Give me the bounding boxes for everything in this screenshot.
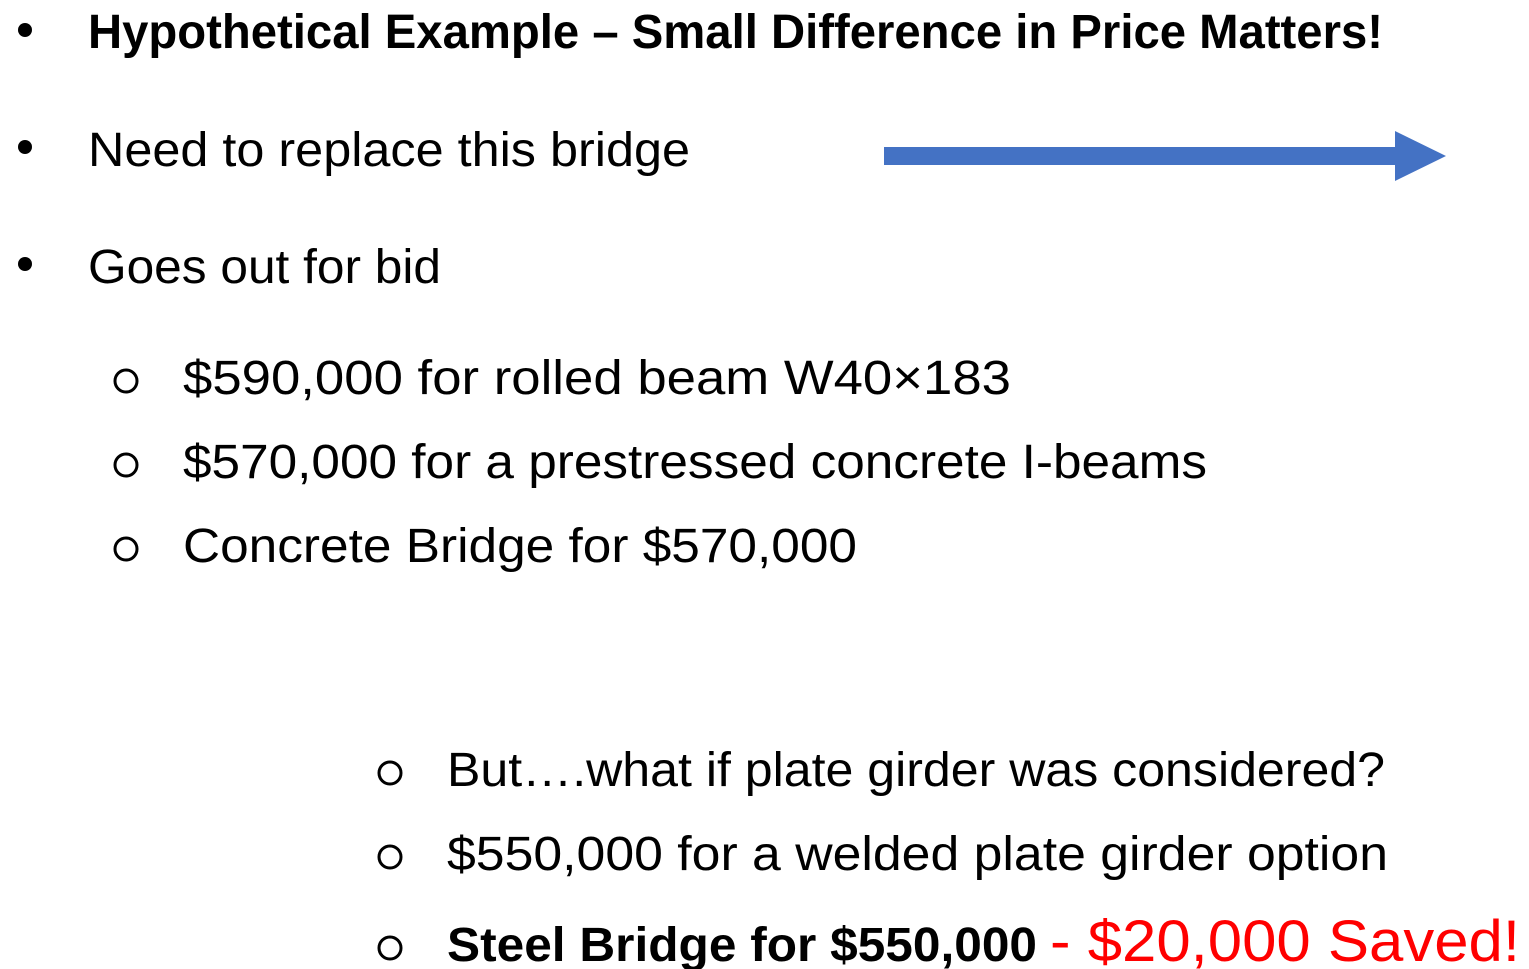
arrow: [884, 131, 1446, 181]
bullet-dot: [18, 23, 32, 37]
sub-bullet: [113, 368, 139, 394]
bid-option: $590,000 for rolled beam W40×183: [183, 352, 1011, 405]
alternative: But….what if plate girder was considered…: [447, 744, 1385, 797]
savings: - $20,000 Saved!: [1050, 909, 1520, 969]
sub-bullet: [113, 536, 139, 562]
bid-option: $570,000 for a prestressed concrete I-be…: [183, 436, 1207, 489]
bullet-text: Goes out for bid: [88, 241, 441, 294]
conclusion: Steel Bridge for $550,000: [447, 919, 1037, 969]
bullet-text: Hypothetical Example – Small Difference …: [88, 6, 1383, 59]
sub-bullet: [377, 844, 403, 870]
bullet-dot: [18, 140, 32, 154]
sub-bullet: [377, 935, 403, 961]
sub-bullet: [377, 760, 403, 786]
bullet-dot: [18, 257, 32, 271]
sub-bullet: [113, 452, 139, 478]
bid-option: Concrete Bridge for $570,000: [183, 520, 857, 573]
bullet-text: Need to replace this bridge: [88, 124, 690, 177]
alternative: $550,000 for a welded plate girder optio…: [447, 828, 1388, 881]
